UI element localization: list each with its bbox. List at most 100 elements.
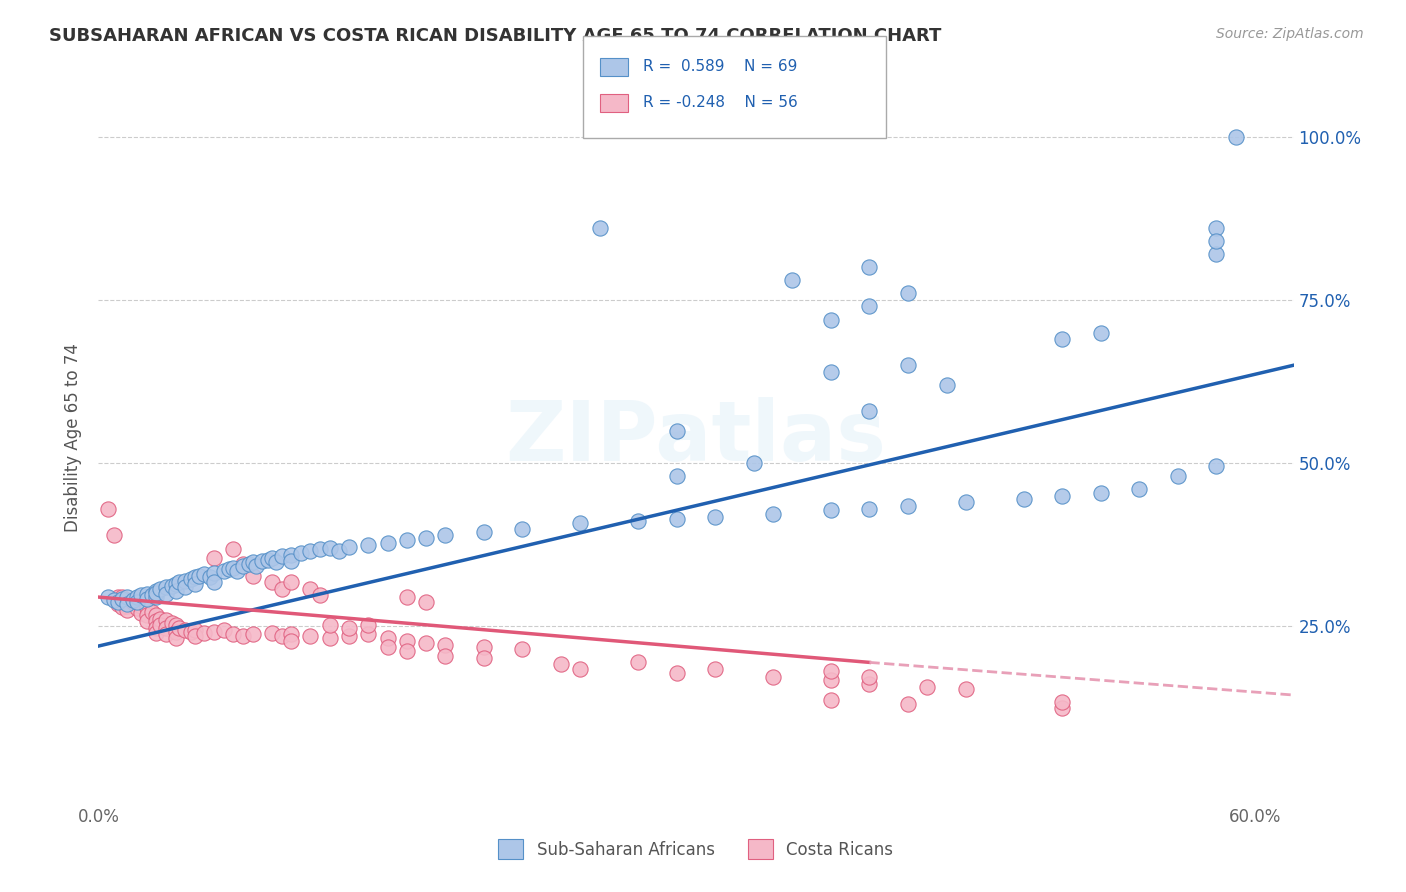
Point	[149, 612, 172, 626]
Point	[665, 512, 688, 526]
Point	[149, 618, 172, 632]
Point	[260, 575, 283, 590]
Point	[212, 564, 235, 578]
Point	[174, 580, 197, 594]
Point	[135, 601, 157, 615]
Point	[627, 656, 650, 670]
Point	[202, 624, 225, 639]
Point	[820, 312, 842, 326]
Point	[1050, 332, 1073, 346]
Point	[280, 548, 302, 562]
Point	[245, 559, 267, 574]
Point	[169, 575, 191, 590]
Point	[145, 621, 167, 635]
Point	[145, 583, 167, 598]
Point	[103, 528, 125, 542]
Point	[135, 614, 157, 628]
Point	[1012, 492, 1035, 507]
Point	[212, 623, 235, 637]
Point	[955, 681, 977, 696]
Point	[858, 677, 880, 691]
Point	[129, 607, 152, 621]
Point	[184, 570, 207, 584]
Point	[135, 607, 157, 622]
Point	[309, 542, 332, 557]
Point	[232, 559, 254, 574]
Point	[897, 358, 920, 372]
Point	[472, 640, 495, 655]
Point	[141, 605, 163, 619]
Point	[110, 599, 132, 614]
Point	[820, 664, 842, 678]
Point	[569, 662, 592, 676]
Point	[155, 627, 177, 641]
Point	[395, 633, 418, 648]
Point	[264, 556, 287, 570]
Point	[155, 613, 177, 627]
Point	[782, 273, 804, 287]
Point	[122, 593, 145, 607]
Point	[472, 524, 495, 539]
Point	[184, 629, 207, 643]
Point	[1090, 326, 1112, 340]
Point	[377, 640, 399, 655]
Y-axis label: Disability Age 65 to 74: Disability Age 65 to 74	[65, 343, 83, 532]
Point	[145, 585, 167, 599]
Point	[165, 577, 187, 591]
Point	[222, 627, 245, 641]
Point	[704, 509, 727, 524]
Point	[145, 614, 167, 628]
Point	[202, 566, 225, 580]
Point	[222, 542, 245, 557]
Point	[193, 567, 215, 582]
Point	[270, 629, 292, 643]
Text: R = -0.248    N = 56: R = -0.248 N = 56	[643, 95, 797, 110]
Point	[550, 657, 572, 672]
Point	[202, 550, 225, 565]
Point	[820, 673, 842, 687]
Point	[820, 692, 842, 706]
Point	[395, 590, 418, 604]
Point	[1205, 247, 1227, 261]
Legend: Sub-Saharan Africans, Costa Ricans: Sub-Saharan Africans, Costa Ricans	[491, 830, 901, 868]
Point	[141, 588, 163, 602]
Point	[337, 629, 360, 643]
Point	[184, 577, 207, 591]
Point	[125, 597, 148, 611]
Point	[1090, 485, 1112, 500]
Point	[299, 629, 322, 643]
Point	[897, 286, 920, 301]
Point	[125, 590, 148, 604]
Point	[319, 541, 342, 555]
Point	[242, 627, 264, 641]
Point	[218, 562, 240, 576]
Point	[897, 697, 920, 711]
Point	[858, 670, 880, 684]
Point	[588, 221, 610, 235]
Point	[415, 594, 437, 608]
Text: ZIPatlas: ZIPatlas	[506, 397, 886, 477]
Point	[858, 404, 880, 418]
Point	[309, 588, 332, 602]
Point	[129, 599, 152, 613]
Point	[117, 597, 139, 611]
Point	[110, 590, 132, 604]
Point	[202, 575, 225, 590]
Point	[270, 549, 292, 563]
Text: R =  0.589    N = 69: R = 0.589 N = 69	[643, 60, 797, 74]
Point	[238, 558, 260, 572]
Point	[377, 536, 399, 550]
Point	[917, 680, 939, 694]
Point	[135, 587, 157, 601]
Point	[193, 626, 215, 640]
Point	[260, 626, 283, 640]
Point	[122, 594, 145, 608]
Point	[820, 365, 842, 379]
Point	[280, 554, 302, 568]
Point	[512, 521, 534, 535]
Point	[174, 574, 197, 588]
Point	[280, 575, 302, 590]
Point	[415, 531, 437, 545]
Point	[1128, 483, 1150, 497]
Point	[155, 621, 177, 635]
